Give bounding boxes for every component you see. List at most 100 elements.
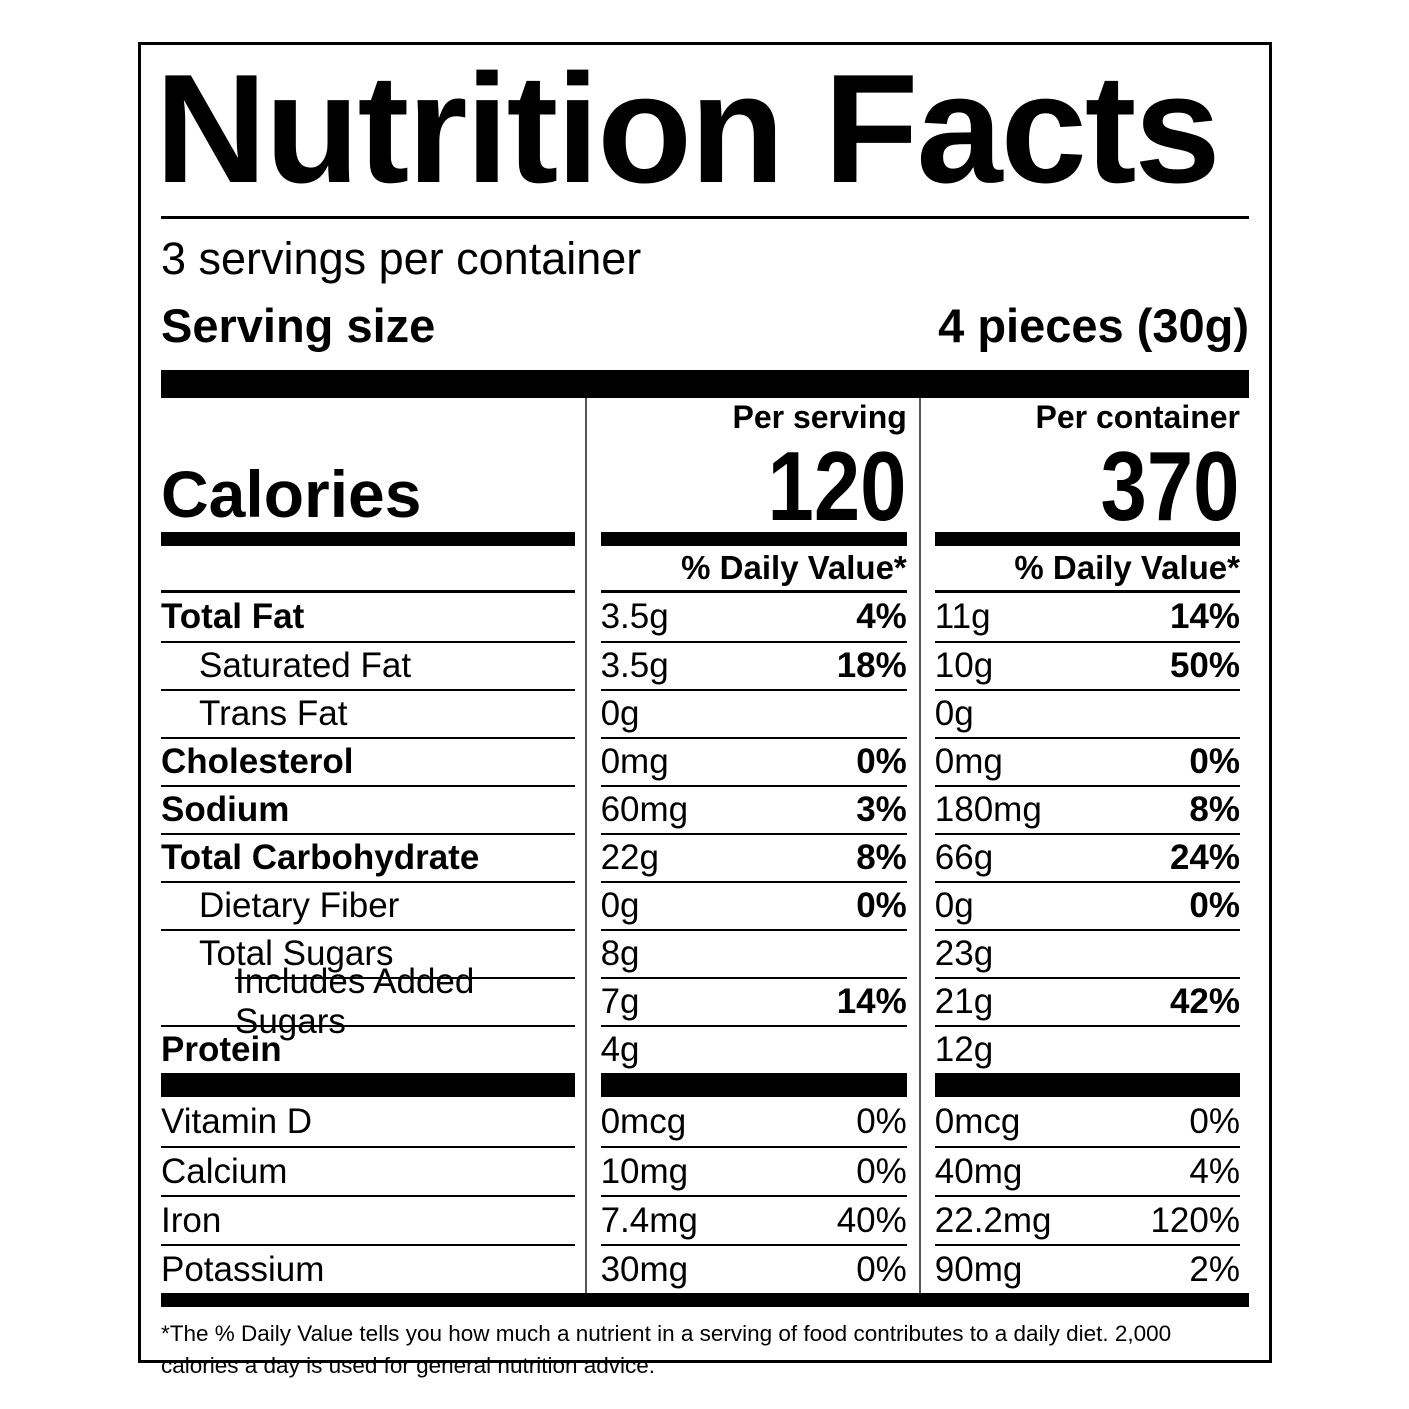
- title-divider: [161, 216, 1249, 219]
- amount-cell: 21g: [934, 982, 994, 1021]
- calories-bar: [600, 532, 907, 546]
- amount-cell: 3.5g: [600, 597, 669, 636]
- vitamins-separator-bar: [600, 1073, 907, 1097]
- nutrient-name: Protein: [161, 1030, 282, 1069]
- page-title: Nutrition Facts: [155, 42, 1221, 215]
- calories-bar: [934, 532, 1240, 546]
- vitamin-per-container-row: 22.2mg 120%: [934, 1195, 1240, 1244]
- dv-cell: 4%: [856, 597, 907, 636]
- amount-cell: 3.5g: [600, 646, 669, 685]
- nutrient-per-serving-row: 3.5g 18%: [600, 641, 907, 689]
- nutrient-name: Trans Fat: [199, 694, 348, 733]
- per-serving-header-label: Per serving: [732, 399, 907, 435]
- per-container-header-label: Per container: [1035, 399, 1240, 435]
- per-container-column: Per container 370 % Daily Value* 11g 14% 10g 5…: [918, 398, 1249, 1293]
- dv-cell: 14%: [1169, 597, 1240, 636]
- calories-label: Calories: [161, 456, 422, 531]
- daily-value-footnote: *The % Daily Value tells you how much a …: [161, 1321, 1172, 1378]
- nutrient-row: Cholesterol: [161, 737, 575, 785]
- vitamin-per-container-row: 90mg 2%: [934, 1244, 1240, 1293]
- amount-cell: 22.2mg: [934, 1200, 1052, 1240]
- amount-cell: 10g: [934, 646, 994, 685]
- nutrient-name: Total Fat: [161, 597, 305, 636]
- amount-cell: 0g: [600, 886, 640, 925]
- dv-cell: 0%: [1189, 886, 1240, 925]
- nutrient-name: Saturated Fat: [199, 646, 412, 685]
- nutrient-per-serving-row: 60mg 3%: [600, 785, 907, 833]
- nutrient-per-container-row: 0g: [934, 689, 1240, 737]
- nutrient-row: Sodium: [161, 785, 575, 833]
- calories-bar: [161, 532, 575, 546]
- nutrient-per-serving-row: 3.5g 4%: [601, 593, 907, 641]
- dv-cell: 0%: [856, 1101, 907, 1141]
- vitamin-per-container-row: 40mg 4%: [934, 1146, 1240, 1195]
- calories-per-container-row: 370: [935, 430, 1240, 541]
- dv-cell: 14%: [836, 982, 907, 1021]
- daily-value-header-label: % Daily Value*: [1014, 549, 1240, 586]
- amount-cell: 8g: [600, 934, 640, 973]
- dv-cell: 0%: [1189, 742, 1240, 781]
- amount-cell: 23g: [934, 934, 994, 973]
- amount-cell: 0mg: [600, 742, 669, 781]
- vitamin-per-serving-row: 7.4mg 40%: [600, 1195, 907, 1244]
- amount-cell: 22g: [600, 838, 659, 877]
- dv-cell: 8%: [1189, 790, 1240, 829]
- vitamin-name: Iron: [161, 1200, 222, 1240]
- dv-cell: 0%: [1189, 1101, 1240, 1141]
- dv-cell: 18%: [836, 646, 907, 685]
- daily-value-header: % Daily Value*: [934, 546, 1240, 593]
- dv-cell: 4%: [1189, 1151, 1240, 1191]
- amount-cell: 0g: [934, 886, 974, 925]
- nutrient-per-serving-row: 8g: [600, 929, 907, 977]
- dv-cell: 0%: [856, 886, 907, 925]
- nutrient-row: Total Fat: [161, 593, 575, 641]
- amount-cell: 0mg: [934, 742, 1003, 781]
- amount-cell: 0g: [934, 694, 974, 733]
- amount-cell: 11g: [934, 597, 991, 636]
- empty-header-cell: [161, 398, 575, 436]
- nutrient-per-serving-row: 4g: [600, 1025, 907, 1073]
- footer-thick-bar: [161, 1293, 1249, 1307]
- nutrient-row: Trans Fat: [161, 689, 575, 737]
- vitamins-separator-bar: [161, 1073, 575, 1097]
- vitamin-per-serving-row: 10mg 0%: [600, 1146, 907, 1195]
- dv-cell: 8%: [856, 838, 907, 877]
- amount-cell: 60mg: [600, 790, 689, 829]
- nutrient-per-container-row: 11g 14%: [935, 593, 1240, 641]
- nutrient-name: Cholesterol: [161, 742, 354, 781]
- nutrient-name: Total Sugars: [199, 934, 394, 973]
- facts-table: Calories Total Fat Saturated Fat Trans Fat C…: [161, 398, 1249, 1293]
- nutrient-per-serving-row: 0g: [600, 689, 907, 737]
- nutrient-per-container-row: 66g 24%: [934, 833, 1240, 881]
- nutrient-row: Saturated Fat: [161, 641, 575, 689]
- dv-cell: 50%: [1169, 646, 1240, 685]
- dv-cell: 40%: [836, 1200, 907, 1240]
- amount-cell: 0g: [600, 694, 640, 733]
- nutrient-row: Includes Added Sugars: [235, 962, 575, 1041]
- nutrient-name-column: Calories Total Fat Saturated Fat Trans Fat C…: [161, 398, 585, 1293]
- calories-per-container-value: 370: [1101, 430, 1240, 541]
- dv-cell: 0%: [856, 742, 907, 781]
- serving-size-row: Serving size 4 pieces (30g): [161, 298, 1249, 353]
- amount-cell: 90mg: [934, 1249, 1023, 1289]
- nutrient-per-serving-row: 0g 0%: [600, 881, 907, 929]
- header-thick-bar: [161, 370, 1249, 398]
- per-container-header: Per container: [935, 398, 1240, 436]
- vitamin-row: Potassium: [161, 1244, 575, 1293]
- per-serving-header: Per serving: [601, 398, 907, 436]
- amount-cell: 40mg: [934, 1151, 1023, 1191]
- calories-per-serving-value: 120: [767, 430, 907, 541]
- dv-cell: 120%: [1150, 1200, 1240, 1240]
- serving-size-value: 4 pieces (30g): [938, 299, 1249, 352]
- amount-cell: 4g: [600, 1030, 640, 1069]
- per-serving-column: Per serving 120 % Daily Value* 3.5g 4% 3.5g 18…: [584, 398, 919, 1293]
- vitamin-per-container-row: 0mcg 0%: [935, 1097, 1240, 1146]
- nutrient-per-serving-row: 7g 14%: [600, 977, 907, 1025]
- nutrition-facts-label: Nutrition Facts 3 servings per container…: [138, 42, 1272, 1378]
- nutrient-per-serving-row: 0mg 0%: [600, 737, 907, 785]
- dv-cell: 3%: [856, 790, 907, 829]
- nutrient-per-serving-row: 22g 8%: [600, 833, 907, 881]
- nutrient-per-container-row: 23g: [934, 929, 1240, 977]
- amount-cell: 180mg: [934, 790, 1042, 829]
- calories-per-serving-row: 120: [601, 430, 907, 541]
